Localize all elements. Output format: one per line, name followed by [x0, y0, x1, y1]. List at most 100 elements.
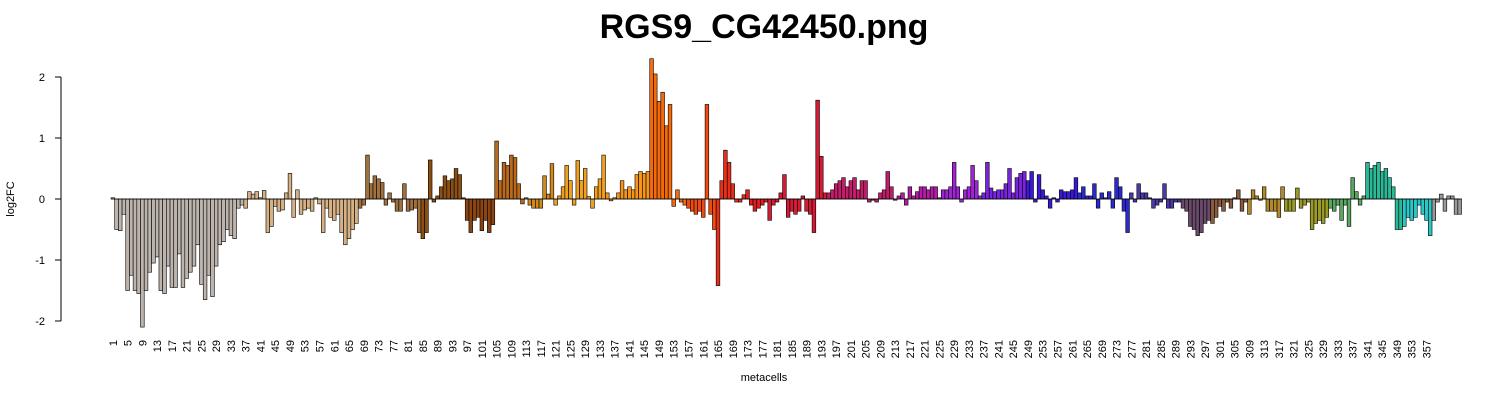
bar-68	[357, 198, 363, 209]
bar-123	[560, 186, 566, 200]
x-tick-label: 329	[1318, 340, 1330, 358]
x-tick-label: 157	[683, 340, 695, 358]
bar-120	[549, 163, 555, 200]
bar-182	[778, 192, 783, 200]
bar-174	[749, 198, 754, 206]
bar-199	[841, 177, 846, 200]
bar-255	[1047, 198, 1053, 209]
bar-31	[221, 198, 226, 243]
x-tick-label: 165	[713, 340, 725, 358]
bar-206	[867, 198, 872, 203]
bar-331	[1328, 198, 1333, 209]
bar-81	[405, 198, 411, 212]
bar-58	[321, 198, 326, 233]
x-tick-label: 13	[152, 340, 164, 352]
x-tick-label: 85	[418, 340, 430, 352]
bar-19	[177, 198, 182, 255]
x-tick-label: 197	[831, 340, 843, 358]
bar-11	[147, 198, 152, 273]
y-tick-label: 0	[39, 194, 45, 206]
bar-221	[922, 186, 927, 200]
bar-156	[682, 198, 687, 206]
bar-107	[501, 162, 507, 200]
bar-332	[1332, 198, 1337, 212]
y-axis: -2 -1 0 1 2	[35, 72, 62, 328]
bar-3	[118, 198, 123, 232]
bar-73	[376, 178, 381, 200]
bar-214	[896, 195, 901, 200]
x-tick-label: 345	[1377, 340, 1389, 358]
bar-138	[616, 192, 621, 200]
bar-124	[564, 165, 569, 200]
bar-239	[988, 187, 994, 200]
x-tick-label: 141	[624, 340, 636, 358]
bar-32	[225, 198, 230, 230]
x-tick-label: 109	[506, 340, 518, 358]
bar-35	[236, 198, 241, 209]
bar-287	[1166, 198, 1171, 209]
bar-148	[653, 73, 658, 200]
bar-224	[933, 186, 938, 200]
x-tick-label: 301	[1215, 340, 1227, 358]
x-tick-label: 113	[521, 340, 533, 358]
x-tick-label: 137	[610, 340, 622, 358]
bar-8	[136, 198, 141, 294]
bar-352	[1405, 198, 1411, 218]
bar-64	[343, 198, 348, 246]
bar-99	[472, 198, 477, 221]
bar-235	[974, 180, 979, 200]
bar-364	[1450, 195, 1455, 200]
bar-50	[291, 198, 296, 218]
bar-88	[431, 198, 437, 203]
bar-63	[339, 198, 344, 233]
bar-187	[797, 198, 802, 212]
bar-362	[1442, 198, 1448, 212]
bar-303	[1225, 198, 1230, 203]
bar-69	[361, 198, 366, 206]
bar-316	[1273, 198, 1278, 212]
bar-227	[944, 189, 949, 200]
x-tick-label: 341	[1362, 340, 1374, 358]
bar-4	[121, 198, 127, 215]
bar-16	[166, 198, 171, 267]
bar-363	[1446, 195, 1451, 200]
bar-354	[1413, 198, 1418, 218]
bar-70	[365, 154, 370, 200]
bar-164	[712, 198, 717, 230]
bar-266	[1088, 195, 1093, 200]
y-tick-label: -2	[35, 316, 45, 328]
bar-101	[479, 198, 484, 232]
bar-223	[929, 186, 935, 200]
x-tick-label: 41	[255, 340, 267, 352]
x-tick-label: 249	[1023, 340, 1035, 358]
bar-201	[848, 180, 853, 200]
bar-183	[782, 174, 787, 200]
bar-293	[1188, 198, 1193, 227]
bar-76	[387, 192, 392, 200]
bar-178	[763, 198, 769, 203]
bar-33	[228, 198, 234, 236]
bar-315	[1269, 198, 1274, 212]
bar-22	[188, 198, 193, 273]
bar-78	[394, 198, 400, 212]
bar-109	[509, 154, 514, 200]
bar-257	[1055, 198, 1060, 203]
bar-40	[254, 191, 259, 200]
bar-348	[1391, 186, 1396, 200]
bar-112	[520, 198, 525, 205]
x-tick-label: 305	[1230, 340, 1242, 358]
bar-24	[195, 198, 200, 246]
bar-252	[1036, 174, 1042, 200]
x-tick-label: 321	[1289, 340, 1301, 358]
bar-44	[269, 198, 274, 227]
bar-334	[1339, 198, 1344, 221]
bar-169	[730, 183, 735, 200]
x-tick-label: 49	[285, 340, 297, 352]
bar-355	[1416, 198, 1422, 206]
bar-205	[863, 180, 868, 200]
bar-216	[904, 198, 909, 206]
bar-320	[1287, 198, 1293, 212]
bar-356	[1420, 198, 1425, 215]
bar-94	[453, 168, 459, 200]
bar-133	[597, 178, 603, 200]
